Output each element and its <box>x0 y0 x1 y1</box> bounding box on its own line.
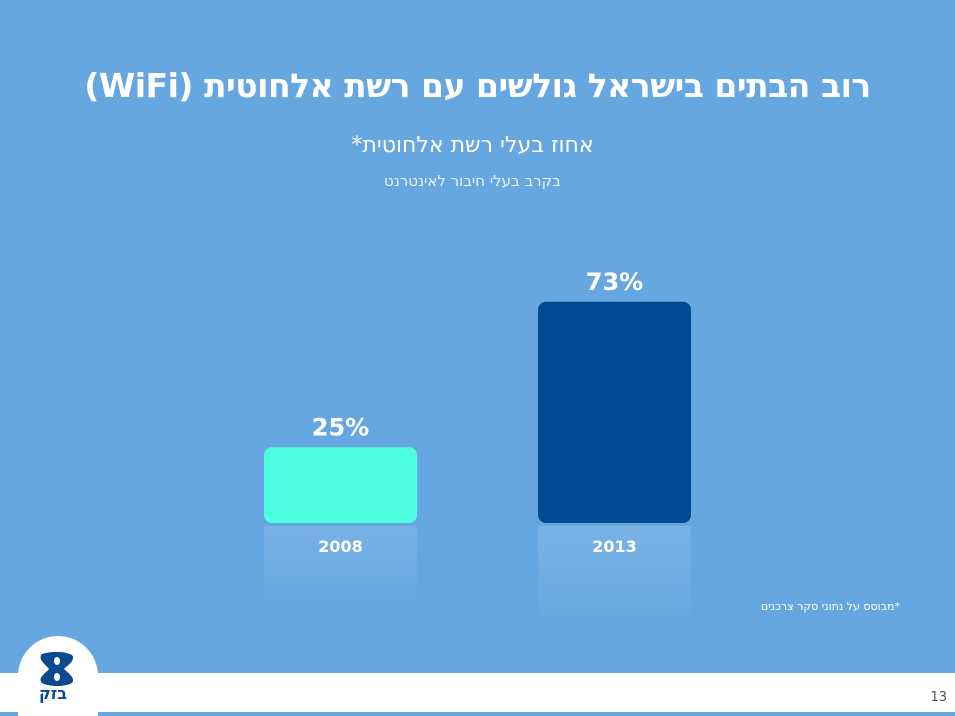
footer-bar <box>0 673 955 712</box>
bar-reflection <box>264 526 417 602</box>
chart-subtitle: אחוז בעלי רשת אלחוטית* <box>351 133 594 158</box>
slide-title: רוב הבתים בישראל גולשים עם רשת אלחוטית (… <box>84 66 871 105</box>
chart-subsubtitle: בקרב בעלי חיבור לאינטרנט <box>384 172 561 190</box>
bar-2008 <box>264 447 417 523</box>
category-label: 2008 <box>318 537 363 556</box>
category-label: 2013 <box>592 537 637 556</box>
bezeq-logo-icon <box>40 652 73 686</box>
logo-text: בזק <box>39 684 67 703</box>
bar-2013 <box>538 301 691 523</box>
footnote: *מבוסס על נתוני סקר צרכנים <box>760 600 900 613</box>
page-number: 13 <box>930 690 947 705</box>
data-label: 73% <box>586 268 643 296</box>
data-label: 25% <box>312 413 369 441</box>
bar-reflection <box>538 526 691 626</box>
